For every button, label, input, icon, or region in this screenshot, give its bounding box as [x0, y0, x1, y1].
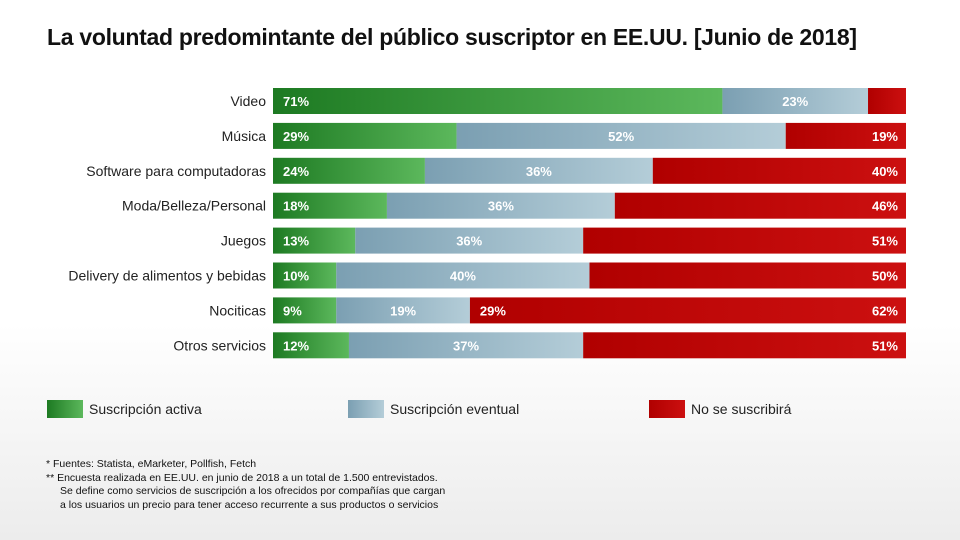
bar-segment-eventual: [722, 88, 869, 114]
category-label: Nociticas: [209, 302, 266, 318]
bar-segment-no: [589, 262, 906, 289]
category-label: Juegos: [221, 233, 266, 249]
value-label-active: 29%: [283, 129, 309, 144]
footnote-definition-2: a los usuarios un precio para tener acce…: [60, 498, 439, 511]
value-label-no: 51%: [872, 234, 898, 249]
bar-segment-eventual: [336, 297, 470, 324]
value-label-eventual: 36%: [526, 164, 552, 179]
legend-swatch-eventual: [348, 400, 384, 418]
footnotes: * Fuentes: Statista, eMarketer, Pollfish…: [46, 458, 445, 512]
bar-segment-no: [785, 122, 906, 149]
bar-segment-active: [273, 122, 457, 149]
category-label: Video: [230, 93, 266, 109]
value-label-eventual: 36%: [456, 234, 482, 249]
value-label-eventual: 19%: [390, 303, 416, 318]
bar-segment-active: [273, 262, 337, 289]
chart-title: La voluntad predomintante del público su…: [47, 24, 857, 50]
bar-segment-no: [652, 157, 906, 184]
category-label: Otros servicios: [173, 337, 266, 353]
bar-segment-no: [583, 332, 906, 359]
value-label-eventual: 40%: [450, 269, 476, 284]
bar-segment-active: [273, 88, 723, 114]
bar-segment-no: [868, 88, 906, 114]
legend-swatch-active: [47, 400, 83, 418]
value-label-active: 71%: [283, 94, 309, 109]
bar-segment-eventual: [348, 332, 584, 359]
stacked-bar-chart: Video 71% 23% Música 29% 52% 19% Software para …: [68, 88, 906, 359]
value-label-no: 50%: [872, 269, 898, 284]
bar-segment-active: [273, 297, 337, 324]
value-label-eventual: 36%: [488, 199, 514, 214]
value-label-active: 24%: [283, 164, 309, 179]
value-label-extra: 29%: [480, 303, 506, 318]
value-label-no: 62%: [872, 303, 898, 318]
value-label-active: 9%: [283, 303, 302, 318]
legend-item-no: No se suscribirá: [649, 400, 791, 418]
bar-segment-active: [273, 227, 356, 254]
value-label-eventual: 37%: [453, 338, 479, 353]
category-label: Moda/Belleza/Personal: [122, 198, 266, 214]
footnote-survey: ** Encuesta realizada en EE.UU. en junio…: [46, 471, 438, 484]
legend-item-active: Suscripción activa: [47, 400, 202, 418]
bar-segment-no: [583, 227, 906, 254]
legend-label-no: No se suscribirá: [691, 401, 792, 417]
value-label-eventual: 23%: [782, 94, 808, 109]
value-label-active: 12%: [283, 338, 309, 353]
bar-segment-active: [273, 192, 387, 219]
value-label-active: 10%: [283, 269, 309, 284]
category-label: Software para computadoras: [86, 163, 266, 179]
value-label-active: 13%: [283, 234, 309, 249]
category-label: Música: [222, 128, 267, 144]
value-label-active: 18%: [283, 199, 309, 214]
bar-segment-active: [273, 157, 425, 184]
value-label-no: 19%: [872, 129, 898, 144]
footnote-sources: * Fuentes: Statista, eMarketer, Pollfish…: [46, 458, 257, 470]
value-label-eventual: 52%: [608, 129, 634, 144]
footnote-definition-1: Se define como servicios de suscripción …: [60, 485, 446, 497]
bar-segment-eventual: [386, 192, 615, 219]
legend-label-eventual: Suscripción eventual: [390, 401, 520, 417]
legend-swatch-no: [649, 400, 685, 418]
category-label: Delivery de alimentos y bebidas: [68, 268, 266, 284]
bar-segment-eventual: [336, 262, 590, 289]
legend: Suscripción activa Suscripción eventual …: [0, 400, 960, 422]
bar-segment-eventual: [355, 227, 584, 254]
legend-item-eventual: Suscripción eventual: [348, 400, 519, 418]
legend-label-active: Suscripción activa: [89, 401, 202, 417]
bar-segment-eventual: [456, 122, 786, 149]
value-label-no: 40%: [872, 164, 898, 179]
value-label-no: 51%: [872, 338, 898, 353]
bar-segment-no: [469, 297, 906, 324]
bar-segment-active: [273, 332, 349, 359]
bar-segment-eventual: [424, 157, 653, 184]
value-label-no: 46%: [872, 199, 898, 214]
bar-segment-no: [614, 192, 906, 219]
